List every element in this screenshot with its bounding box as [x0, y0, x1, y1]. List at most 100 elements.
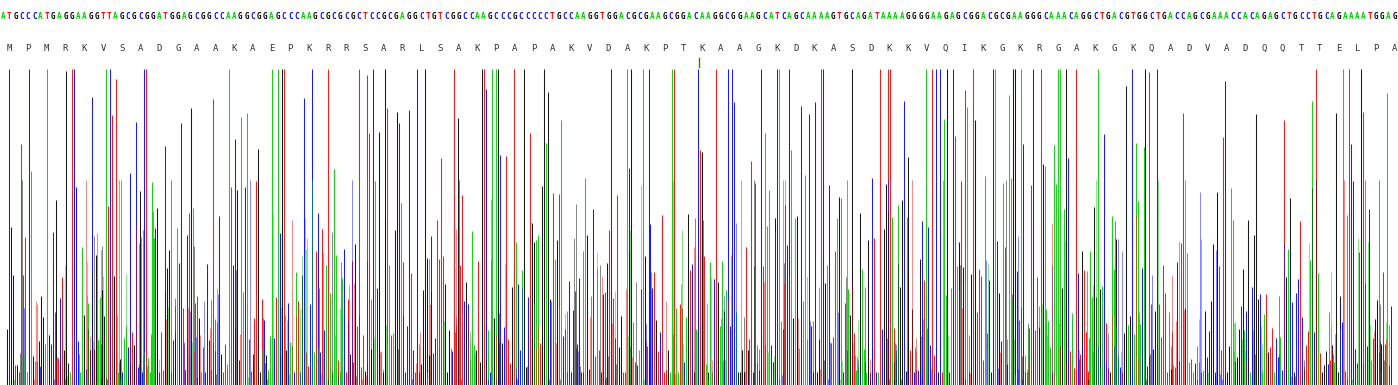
Text: Q: Q — [1149, 44, 1155, 53]
Text: A: A — [893, 12, 898, 20]
Text: T: T — [837, 12, 842, 20]
Text: G: G — [1374, 12, 1378, 20]
Text: C: C — [1230, 12, 1234, 20]
Text: A: A — [182, 12, 186, 20]
Text: T: T — [681, 44, 686, 53]
Text: G: G — [1380, 12, 1384, 20]
Text: T: T — [1099, 12, 1104, 20]
Text: K: K — [569, 44, 573, 53]
Text: G: G — [1000, 44, 1004, 53]
Text: G: G — [1137, 12, 1141, 20]
Text: G: G — [863, 12, 867, 20]
Text: C: C — [463, 12, 467, 20]
Text: K: K — [812, 44, 818, 53]
Text: A: A — [1, 12, 6, 20]
Text: G: G — [257, 12, 261, 20]
Text: A: A — [232, 12, 236, 20]
Text: S: S — [438, 44, 443, 53]
Text: K: K — [306, 44, 312, 53]
Text: C: C — [519, 12, 523, 20]
Text: G: G — [731, 12, 735, 20]
Text: A: A — [1342, 12, 1348, 20]
Text: C: C — [288, 12, 292, 20]
Text: T: T — [7, 12, 11, 20]
Text: A: A — [656, 12, 661, 20]
Text: G: G — [1162, 12, 1166, 20]
Text: A: A — [980, 12, 986, 20]
Text: G: G — [95, 12, 99, 20]
Text: A: A — [1012, 12, 1016, 20]
Text: G: G — [956, 12, 960, 20]
Text: G: G — [1111, 44, 1117, 53]
Text: G: G — [594, 12, 598, 20]
Text: C: C — [1180, 12, 1186, 20]
Text: A: A — [825, 12, 829, 20]
Text: A: A — [706, 12, 710, 20]
Text: A: A — [625, 44, 630, 53]
Text: C: C — [212, 12, 218, 20]
Text: C: C — [356, 12, 361, 20]
Text: E: E — [268, 44, 274, 53]
Text: C: C — [1149, 12, 1153, 20]
Text: A: A — [1362, 12, 1366, 20]
Text: C: C — [1299, 12, 1303, 20]
Text: G: G — [993, 12, 998, 20]
Text: P: P — [25, 44, 31, 53]
Text: P: P — [663, 44, 667, 53]
Text: A: A — [400, 12, 405, 20]
Text: A: A — [1218, 12, 1222, 20]
Text: C: C — [1068, 12, 1072, 20]
Text: S: S — [119, 44, 124, 53]
Text: G: G — [1025, 12, 1029, 20]
Text: A: A — [1225, 12, 1229, 20]
Text: P: P — [531, 44, 537, 53]
Text: A: A — [899, 12, 905, 20]
Text: A: A — [1268, 12, 1272, 20]
Text: C: C — [506, 12, 510, 20]
Text: A: A — [818, 12, 823, 20]
Text: A: A — [619, 12, 624, 20]
Text: T: T — [549, 12, 555, 20]
Text: C: C — [531, 12, 535, 20]
Text: A: A — [856, 12, 860, 20]
Text: A: A — [1018, 12, 1023, 20]
Text: C: C — [25, 12, 31, 20]
Text: G: G — [151, 12, 155, 20]
Text: G: G — [382, 12, 386, 20]
Text: G: G — [944, 12, 948, 20]
Text: G: G — [488, 12, 492, 20]
Text: A: A — [1062, 12, 1067, 20]
Text: A: A — [113, 12, 117, 20]
Text: T: T — [1299, 44, 1304, 53]
Text: A: A — [949, 12, 953, 20]
Text: M: M — [7, 44, 13, 53]
Text: G: G — [407, 12, 411, 20]
Text: G: G — [924, 12, 930, 20]
Text: G: G — [1081, 12, 1085, 20]
Text: T: T — [774, 12, 779, 20]
Text: A: A — [75, 12, 80, 20]
Text: A: A — [888, 12, 892, 20]
Text: A: A — [1187, 12, 1191, 20]
Text: A: A — [937, 12, 942, 20]
Text: D: D — [157, 44, 162, 53]
Text: G: G — [556, 12, 561, 20]
Text: K: K — [980, 44, 986, 53]
Text: K: K — [1130, 44, 1135, 53]
Text: G: G — [756, 12, 761, 20]
Text: A: A — [688, 12, 692, 20]
Text: C: C — [219, 12, 224, 20]
Text: T: T — [106, 12, 112, 20]
Text: G: G — [1261, 12, 1267, 20]
Text: G: G — [630, 12, 636, 20]
Text: C: C — [369, 12, 373, 20]
Text: T: T — [875, 12, 879, 20]
Text: C: C — [637, 12, 642, 20]
Text: A: A — [138, 44, 143, 53]
Text: A: A — [301, 12, 305, 20]
Text: P: P — [1373, 44, 1378, 53]
Text: T: T — [1155, 12, 1160, 20]
Text: C: C — [562, 12, 568, 20]
Text: A: A — [700, 12, 705, 20]
Text: C: C — [526, 12, 530, 20]
